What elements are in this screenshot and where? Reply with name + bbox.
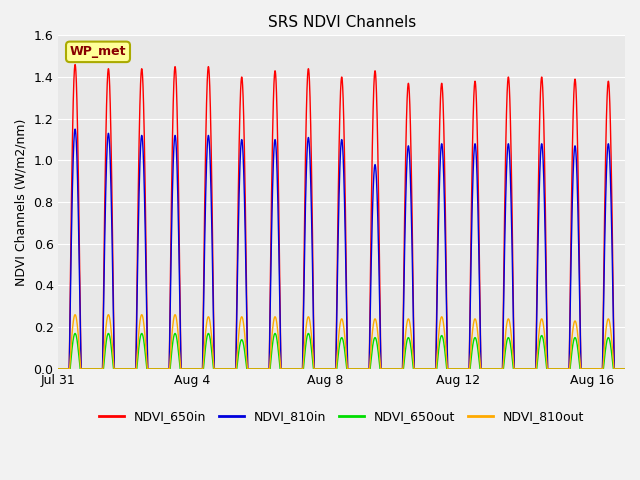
- NDVI_650in: [520, 366, 527, 372]
- Line: NDVI_650in: NDVI_650in: [58, 64, 625, 369]
- NDVI_650out: [421, 366, 429, 372]
- NDVI_650in: [110, 364, 118, 370]
- NDVI_810in: [520, 366, 527, 372]
- NDVI_810out: [529, 366, 536, 372]
- Legend: NDVI_650in, NDVI_810in, NDVI_650out, NDVI_810out: NDVI_650in, NDVI_810in, NDVI_650out, NDV…: [94, 405, 589, 428]
- NDVI_810in: [110, 364, 118, 370]
- NDVI_810in: [54, 366, 62, 372]
- Text: WP_met: WP_met: [70, 45, 126, 59]
- NDVI_650in: [529, 366, 536, 372]
- NDVI_650out: [110, 366, 118, 372]
- NDVI_810in: [621, 366, 629, 372]
- Line: NDVI_650out: NDVI_650out: [58, 334, 625, 369]
- NDVI_810out: [520, 366, 527, 372]
- NDVI_650out: [184, 366, 191, 372]
- NDVI_650out: [71, 331, 79, 336]
- NDVI_650in: [184, 366, 191, 372]
- NDVI_650in: [54, 366, 62, 372]
- Line: NDVI_810in: NDVI_810in: [58, 129, 625, 369]
- NDVI_650out: [621, 366, 629, 372]
- Title: SRS NDVI Channels: SRS NDVI Channels: [268, 15, 416, 30]
- NDVI_650in: [621, 366, 629, 372]
- Line: NDVI_810out: NDVI_810out: [58, 315, 625, 369]
- NDVI_810out: [54, 366, 62, 372]
- NDVI_650out: [54, 366, 62, 372]
- NDVI_810out: [137, 313, 145, 319]
- NDVI_810in: [421, 366, 429, 372]
- NDVI_650out: [529, 366, 536, 372]
- NDVI_810in: [137, 138, 145, 144]
- NDVI_810out: [110, 366, 118, 372]
- Y-axis label: NDVI Channels (W/m2/nm): NDVI Channels (W/m2/nm): [15, 119, 28, 286]
- NDVI_650in: [421, 366, 429, 372]
- NDVI_650in: [71, 61, 79, 67]
- NDVI_810out: [621, 366, 629, 372]
- NDVI_810out: [71, 312, 79, 318]
- NDVI_810in: [71, 126, 79, 132]
- NDVI_810out: [421, 366, 429, 372]
- NDVI_650out: [520, 366, 527, 372]
- NDVI_810out: [184, 366, 191, 372]
- NDVI_810in: [184, 366, 191, 372]
- NDVI_650out: [137, 332, 145, 337]
- NDVI_650in: [137, 72, 145, 78]
- NDVI_810in: [529, 366, 536, 372]
